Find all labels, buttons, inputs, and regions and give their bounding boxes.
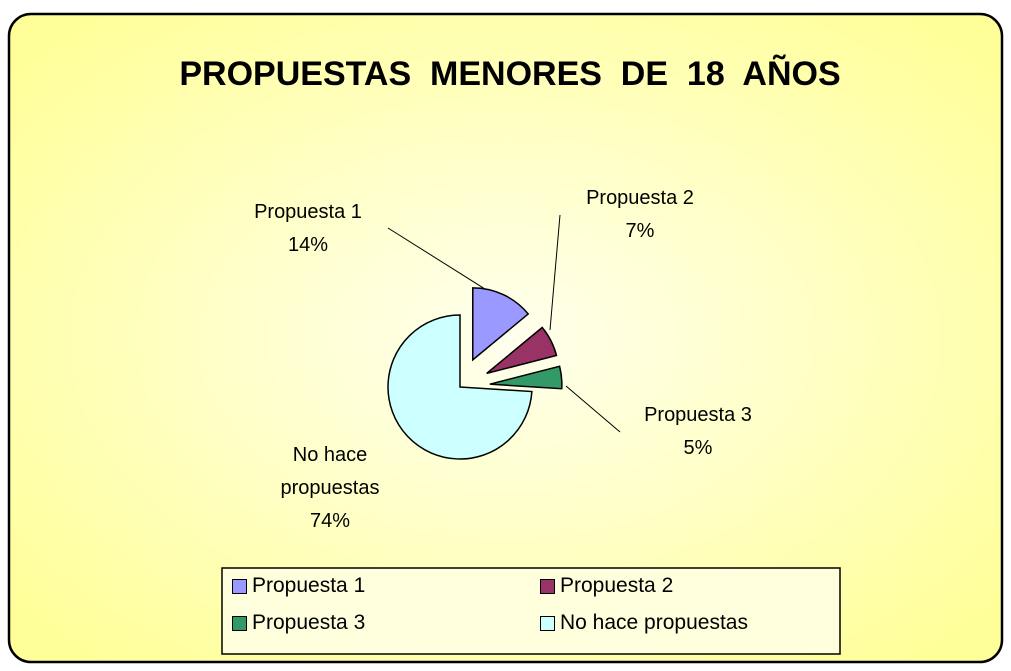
pie-slice xyxy=(387,314,533,460)
legend-label: Propuesta 2 xyxy=(560,574,674,597)
data-label-name: Propuesta 2 xyxy=(586,187,694,209)
pie-slice xyxy=(489,365,563,390)
legend-item: Propuesta 2 xyxy=(540,574,673,598)
legend-item: Propuesta 3 xyxy=(232,611,365,635)
legend-swatch xyxy=(232,578,247,594)
data-label: Propuesta 2 7% xyxy=(565,182,715,248)
data-label-value: 7% xyxy=(625,220,655,242)
leader-line xyxy=(549,214,561,331)
pie-slice xyxy=(472,287,530,362)
legend-box xyxy=(221,567,841,655)
data-label-name: No hace propuestas xyxy=(280,444,380,499)
data-label: No hace propuestas 74% xyxy=(265,439,395,538)
chart-frame xyxy=(7,12,1004,664)
data-label: Propuesta 3 5% xyxy=(623,399,773,465)
data-label-value: 14% xyxy=(287,234,329,256)
legend-swatch xyxy=(232,615,247,631)
pie-slice xyxy=(486,326,558,375)
legend-item: Propuesta 1 xyxy=(232,574,365,598)
data-label-value: 5% xyxy=(683,437,713,459)
data-label: Propuesta 1 14% xyxy=(233,196,383,262)
legend-label: No hace propuestas xyxy=(560,611,748,634)
legend-label: Propuesta 1 xyxy=(252,574,366,597)
data-label-name: Propuesta 1 xyxy=(254,201,362,223)
legend-item: No hace propuestas xyxy=(540,611,748,635)
data-label-value: 74% xyxy=(309,510,351,532)
legend-label: Propuesta 3 xyxy=(252,611,366,634)
legend-swatch xyxy=(540,615,555,631)
data-label-name: Propuesta 3 xyxy=(644,404,752,426)
chart-title: PROPUESTAS MENORES DE 18 AÑOS xyxy=(179,55,840,93)
leader-line xyxy=(565,385,621,433)
legend-swatch xyxy=(540,578,555,594)
